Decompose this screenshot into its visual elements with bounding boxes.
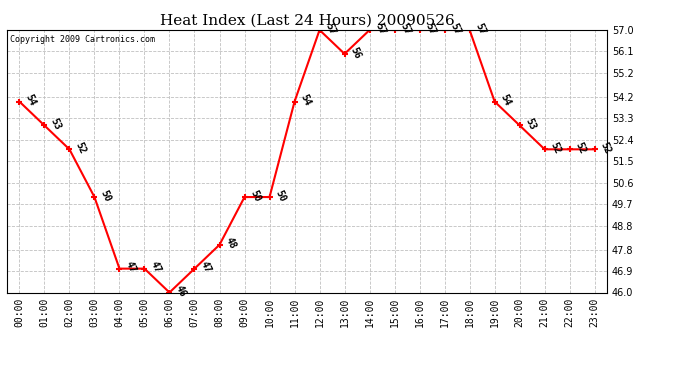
Title: Heat Index (Last 24 Hours) 20090526: Heat Index (Last 24 Hours) 20090526 (159, 13, 455, 27)
Text: 54: 54 (23, 93, 37, 108)
Text: 52: 52 (574, 141, 588, 156)
Text: 47: 47 (199, 260, 213, 275)
Text: 46: 46 (174, 284, 188, 298)
Text: 54: 54 (299, 93, 313, 108)
Text: 53: 53 (48, 117, 63, 132)
Text: 52: 52 (549, 141, 563, 156)
Text: 50: 50 (248, 188, 263, 203)
Text: 52: 52 (74, 141, 88, 156)
Text: 57: 57 (448, 21, 463, 36)
Text: 54: 54 (499, 93, 513, 108)
Text: Copyright 2009 Cartronics.com: Copyright 2009 Cartronics.com (10, 35, 155, 44)
Text: 56: 56 (348, 45, 363, 60)
Text: 57: 57 (474, 21, 488, 36)
Text: 57: 57 (324, 21, 337, 36)
Text: 50: 50 (274, 188, 288, 203)
Text: 50: 50 (99, 188, 112, 203)
Text: 57: 57 (424, 21, 437, 36)
Text: 57: 57 (374, 21, 388, 36)
Text: 57: 57 (399, 21, 413, 36)
Text: 52: 52 (599, 141, 613, 156)
Text: 47: 47 (148, 260, 163, 275)
Text: 47: 47 (124, 260, 137, 275)
Text: 48: 48 (224, 236, 237, 251)
Text: 53: 53 (524, 117, 538, 132)
